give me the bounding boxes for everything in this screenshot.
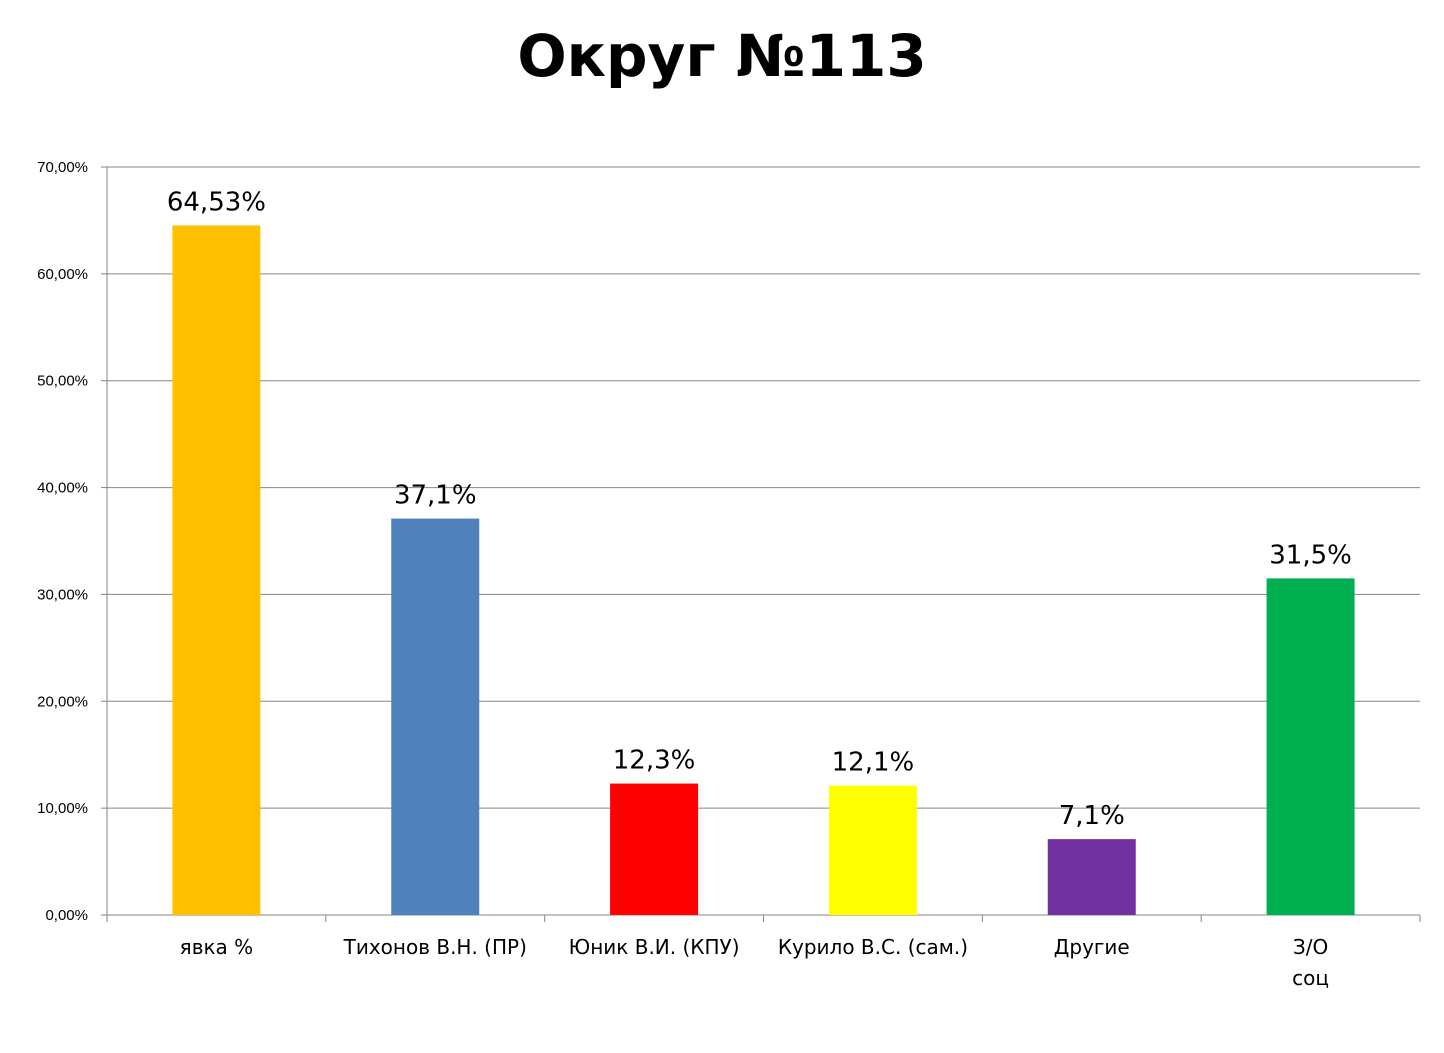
y-tick-label: 60,00% [37,266,88,283]
y-tick-label: 10,00% [37,800,88,817]
data-label: 37,1% [394,481,477,511]
data-label: 31,5% [1269,540,1352,570]
y-tick-label: 40,00% [37,480,88,497]
x-tick-label: соц [1292,966,1329,990]
y-tick-label: 50,00% [37,373,88,390]
bar [1266,578,1355,915]
y-tick-label: 30,00% [37,586,88,603]
x-tick-label: Курило В.С. (сам.) [778,935,968,959]
y-tick-label: 70,00% [37,159,88,176]
data-label: 7,1% [1059,801,1125,831]
x-tick-label: явка % [180,935,254,959]
data-label: 12,3% [613,746,696,776]
y-tick-label: 0,00% [45,907,88,924]
x-tick-label: Юник В.И. (КПУ) [569,935,740,959]
y-tick-label: 20,00% [37,693,88,710]
bar [172,225,261,915]
bar [828,785,917,915]
data-label: 12,1% [832,748,915,778]
bar [391,518,480,915]
x-tick-label: Тихонов В.Н. (ПР) [343,935,527,959]
bar [1047,839,1136,915]
chart-title: Округ №113 [517,22,927,90]
bar [610,783,699,915]
data-label: 64,53% [167,187,266,217]
x-tick-label: З/О [1293,935,1328,959]
x-tick-label: Другие [1054,935,1130,959]
